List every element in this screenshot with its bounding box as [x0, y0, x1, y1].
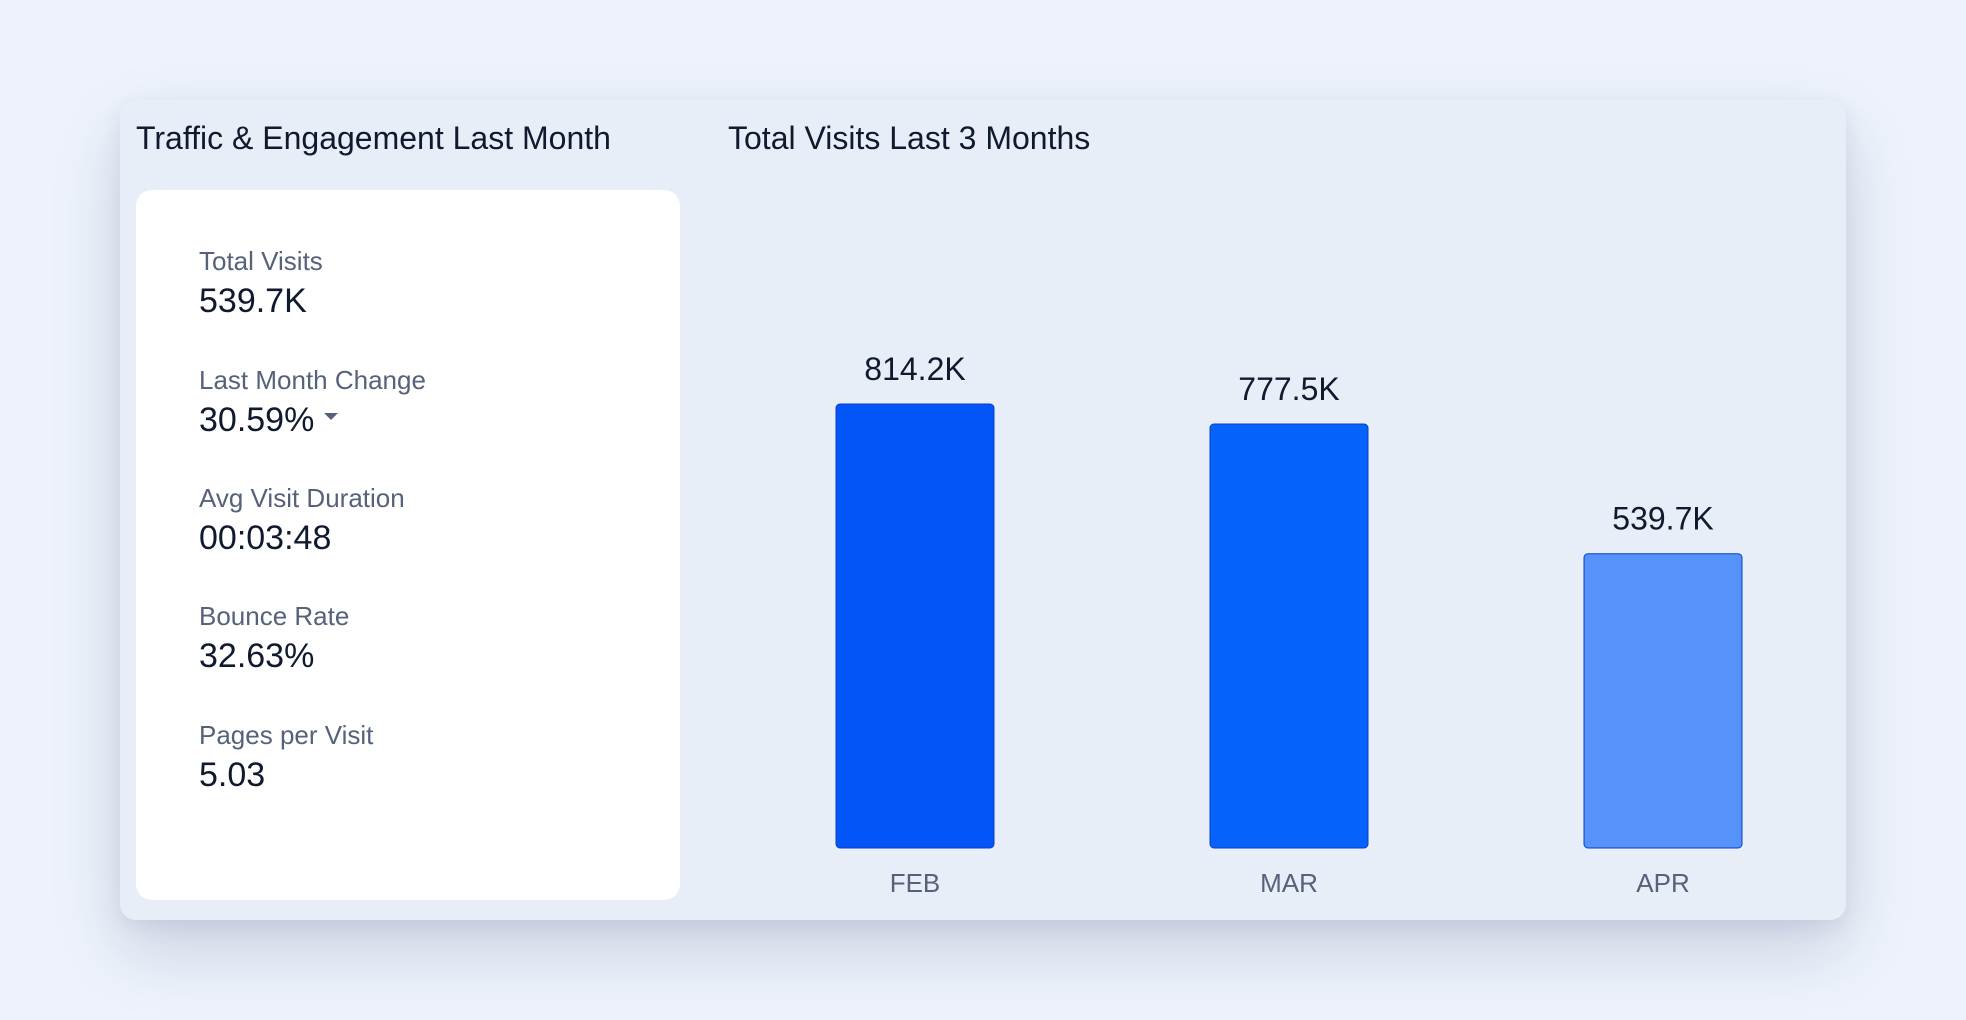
stat-value: 00:03:48 — [199, 519, 332, 557]
stat-label: Pages per Visit — [199, 720, 374, 750]
stat-bounce-rate: Bounce Rate 32.63% — [199, 600, 349, 678]
stat-last-month-change: Last Month Change 30.59% — [199, 364, 426, 442]
stat-value: 539.7K — [199, 282, 307, 320]
bar-value-label-feb: 814.2K — [864, 351, 965, 387]
caret-down-icon — [324, 412, 339, 420]
bar-value-label-mar: 777.5K — [1238, 371, 1339, 407]
stat-label: Last Month Change — [199, 365, 426, 395]
x-tick-label-feb: FEB — [890, 868, 941, 898]
stat-total-visits: Total Visits 539.7K — [199, 245, 323, 323]
stats-card: Total Visits 539.7K Last Month Change 30… — [136, 190, 680, 900]
stat-label: Total Visits — [199, 246, 323, 276]
stat-label: Avg Visit Duration — [199, 483, 405, 513]
total-visits-title: Total Visits Last 3 Months — [728, 120, 1091, 156]
stat-value: 5.03 — [199, 756, 266, 794]
bar-apr — [1583, 553, 1743, 849]
bar-mar — [1209, 423, 1369, 849]
stat-value-row: 30.59% — [199, 398, 426, 442]
bar-value-label-apr: 539.7K — [1612, 501, 1713, 537]
stat-avg-visit-duration: Avg Visit Duration 00:03:48 — [199, 482, 405, 560]
stat-value: 30.59% — [199, 401, 315, 439]
stat-pages-per-visit: Pages per Visit 5.03 — [199, 719, 373, 797]
traffic-engagement-title: Traffic & Engagement Last Month — [136, 120, 611, 156]
x-tick-label-apr: APR — [1636, 868, 1689, 898]
x-tick-label-mar: MAR — [1260, 868, 1318, 898]
total-visits-bar-chart: 814.2K FEB 777.5K MAR 539.7K APR — [835, 351, 1743, 898]
stat-label: Bounce Rate — [199, 601, 350, 631]
stat-value: 32.63% — [199, 637, 315, 675]
bar-feb — [835, 403, 995, 849]
